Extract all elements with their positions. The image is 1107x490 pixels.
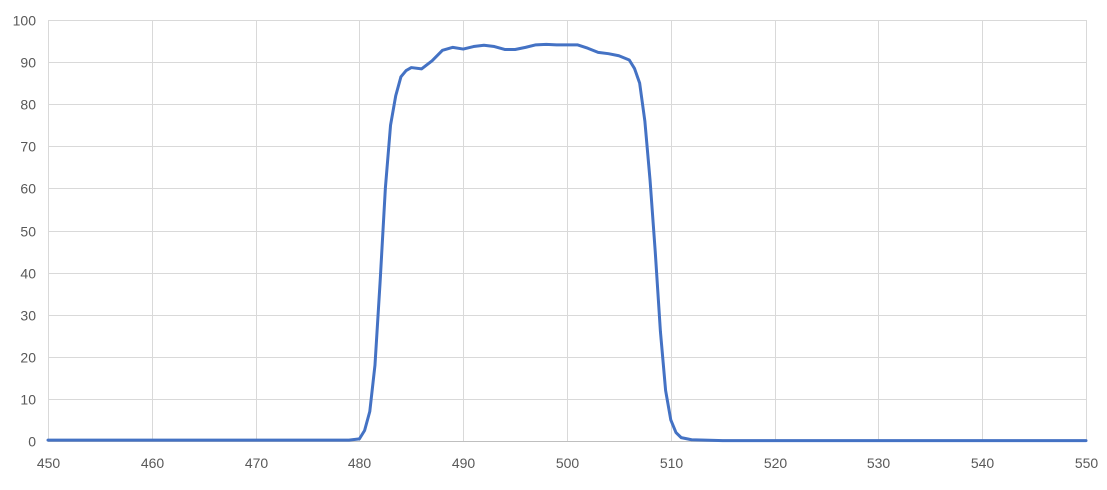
x-tick-label: 500 [556,455,580,471]
transmission-series-line [46,42,1088,443]
y-tick-label: 10 [20,392,36,408]
y-tick-label: 100 [13,13,37,29]
y-tick-label: 0 [28,434,36,450]
x-tick-label: 540 [971,455,995,471]
y-tick-labels: 0 10 20 30 40 50 60 70 80 90 100 [13,13,37,450]
y-tick-label: 70 [20,139,36,155]
y-tick-label: 20 [20,350,36,366]
y-tick-label: 50 [20,224,36,240]
x-tick-label: 530 [867,455,891,471]
series-layer [46,42,1088,443]
y-tick-label: 80 [20,97,36,113]
x-tick-label: 480 [348,455,372,471]
x-tick-label: 520 [764,455,788,471]
x-tick-label: 510 [660,455,684,471]
y-tick-label: 60 [20,181,36,197]
gridlines [48,20,1087,441]
x-tick-label: 490 [452,455,476,471]
x-tick-label: 550 [1075,455,1099,471]
x-tick-labels: 450 460 470 480 490 500 510 520 530 540 550 [37,455,1099,471]
y-tick-label: 90 [20,55,36,71]
x-tick-label: 450 [37,455,61,471]
x-tick-label: 470 [245,455,269,471]
x-tick-label: 460 [141,455,165,471]
y-tick-label: 30 [20,308,36,324]
y-tick-label: 40 [20,266,36,282]
